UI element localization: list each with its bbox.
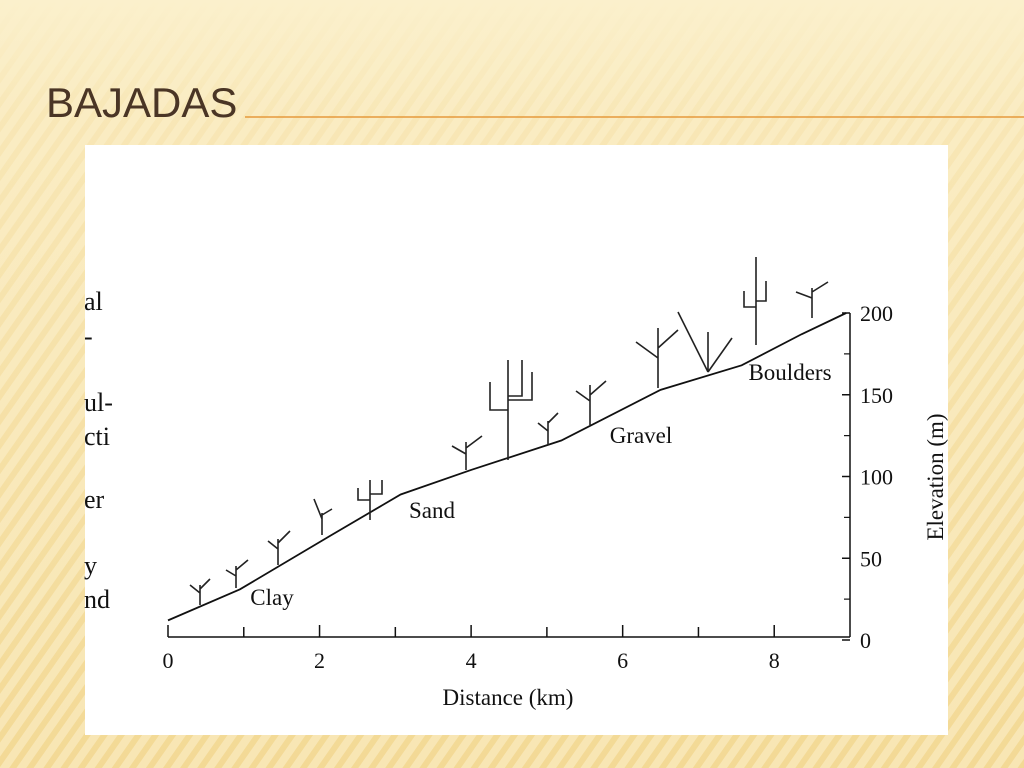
x-tick-label: 8 xyxy=(769,648,780,673)
margin-fragment: ul- xyxy=(84,388,113,417)
annotation: Clay xyxy=(250,585,294,610)
y-axis-label: Elevation (m) xyxy=(923,413,948,540)
y-tick-label: 100 xyxy=(860,465,893,490)
margin-fragments: al - ul-cti er y nd xyxy=(84,287,113,614)
margin-fragment: nd xyxy=(84,585,110,614)
y-tick-label: 150 xyxy=(860,383,893,408)
annotation: Sand xyxy=(409,498,456,523)
annotation: Boulders xyxy=(748,360,831,385)
elevation-profile xyxy=(167,312,847,622)
annotation: Gravel xyxy=(610,423,673,448)
margin-fragment: cti xyxy=(84,422,110,451)
x-axis-label: Distance (km) xyxy=(443,685,574,710)
y-tick-label: 200 xyxy=(860,301,893,326)
margin-fragment: y xyxy=(84,551,97,580)
y-tick-label: 50 xyxy=(860,546,882,571)
x-tick-label: 0 xyxy=(163,648,174,673)
figure xyxy=(85,145,948,735)
plants xyxy=(189,257,829,605)
plot: 0 2 4 6 8 0 50 100 150 200 Distance (km) Elevation … xyxy=(163,301,949,710)
y-tick-label: 0 xyxy=(860,628,871,653)
slide-title: BAJADAS xyxy=(46,79,237,126)
margin-fragment: er xyxy=(84,485,105,514)
margin-fragment: al xyxy=(84,287,103,316)
margin-fragment: - xyxy=(84,322,93,351)
x-tick-label: 4 xyxy=(466,648,477,673)
x-tick-label: 6 xyxy=(617,648,628,673)
x-tick-label: 2 xyxy=(314,648,325,673)
